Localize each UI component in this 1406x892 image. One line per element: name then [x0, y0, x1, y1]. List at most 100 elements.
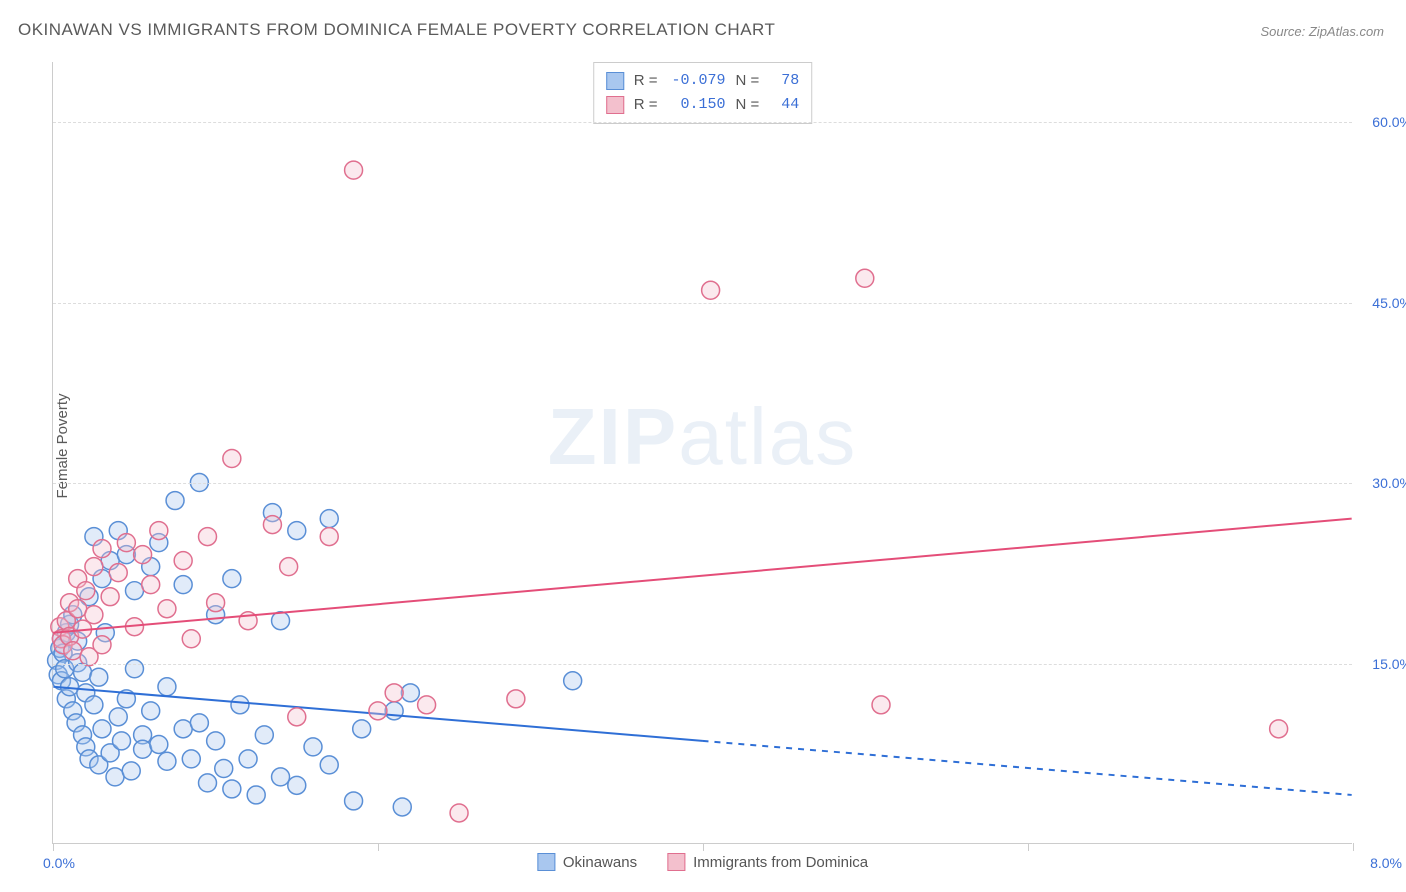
- data-point: [564, 672, 582, 690]
- x-axis-max-label: 8.0%: [1370, 855, 1402, 871]
- data-point: [450, 804, 468, 822]
- source-attribution: Source: ZipAtlas.com: [1260, 24, 1384, 39]
- data-point: [199, 774, 217, 792]
- n-label: N =: [736, 69, 760, 93]
- gridline: [53, 664, 1352, 665]
- data-point: [401, 684, 419, 702]
- data-point: [418, 696, 436, 714]
- data-point: [158, 600, 176, 618]
- y-tick-label: 30.0%: [1357, 475, 1406, 491]
- stats-legend-box: R = -0.079 N = 78 R = 0.150 N = 44: [593, 62, 813, 124]
- data-point: [304, 738, 322, 756]
- legend-label: Okinawans: [563, 854, 637, 871]
- data-point: [231, 696, 249, 714]
- data-point: [272, 768, 290, 786]
- data-point: [117, 534, 135, 552]
- legend-item: Immigrants from Dominica: [667, 853, 868, 871]
- data-point: [182, 630, 200, 648]
- data-point: [223, 570, 241, 588]
- data-point: [702, 281, 720, 299]
- data-point: [182, 750, 200, 768]
- data-point: [101, 588, 119, 606]
- data-point: [288, 522, 306, 540]
- data-point: [85, 558, 103, 576]
- data-point: [507, 690, 525, 708]
- n-value: 44: [769, 93, 799, 117]
- legend-swatch: [667, 853, 685, 871]
- trend-line-extrapolated: [703, 741, 1352, 795]
- data-point: [85, 696, 103, 714]
- data-point: [109, 564, 127, 582]
- legend-item: Okinawans: [537, 853, 637, 871]
- r-value: -0.079: [668, 69, 726, 93]
- gridline: [53, 483, 1352, 484]
- data-point: [190, 714, 208, 732]
- y-tick-label: 15.0%: [1357, 656, 1406, 672]
- data-point: [320, 510, 338, 528]
- data-point: [215, 760, 233, 778]
- data-point: [106, 768, 124, 786]
- chart-title: OKINAWAN VS IMMIGRANTS FROM DOMINICA FEM…: [18, 20, 775, 40]
- data-point: [142, 702, 160, 720]
- data-point: [158, 752, 176, 770]
- data-point: [288, 708, 306, 726]
- n-value: 78: [769, 69, 799, 93]
- data-point: [263, 516, 281, 534]
- data-point: [255, 726, 273, 744]
- data-point: [288, 776, 306, 794]
- legend-label: Immigrants from Dominica: [693, 854, 868, 871]
- data-point: [393, 798, 411, 816]
- chart-container: OKINAWAN VS IMMIGRANTS FROM DOMINICA FEM…: [0, 0, 1406, 892]
- x-tick: [1028, 843, 1029, 851]
- data-point: [166, 492, 184, 510]
- y-tick-label: 60.0%: [1357, 114, 1406, 130]
- data-point: [150, 735, 168, 753]
- data-point: [174, 720, 192, 738]
- gridline: [53, 122, 1352, 123]
- stats-row: R = -0.079 N = 78: [606, 69, 800, 93]
- data-point: [158, 678, 176, 696]
- r-label: R =: [634, 69, 658, 93]
- x-tick: [53, 843, 54, 851]
- data-point: [247, 786, 265, 804]
- bottom-legend: Okinawans Immigrants from Dominica: [537, 853, 868, 871]
- x-tick: [703, 843, 704, 851]
- data-point: [64, 642, 82, 660]
- r-label: R =: [634, 93, 658, 117]
- x-axis-min-label: 0.0%: [43, 855, 75, 871]
- r-value: 0.150: [668, 93, 726, 117]
- data-point: [872, 696, 890, 714]
- legend-swatch: [606, 72, 624, 90]
- data-point: [90, 668, 108, 686]
- n-label: N =: [736, 93, 760, 117]
- data-point: [77, 582, 95, 600]
- data-point: [69, 600, 87, 618]
- x-tick: [1353, 843, 1354, 851]
- data-point: [125, 582, 143, 600]
- data-point: [239, 750, 257, 768]
- data-point: [122, 762, 140, 780]
- data-point: [207, 732, 225, 750]
- legend-swatch: [606, 96, 624, 114]
- data-point: [174, 576, 192, 594]
- data-point: [142, 576, 160, 594]
- y-tick-label: 45.0%: [1357, 295, 1406, 311]
- data-point: [223, 450, 241, 468]
- data-point: [272, 612, 290, 630]
- legend-swatch: [537, 853, 555, 871]
- data-point: [93, 636, 111, 654]
- data-point: [174, 552, 192, 570]
- data-point: [385, 684, 403, 702]
- data-point: [856, 269, 874, 287]
- data-point: [345, 161, 363, 179]
- data-point: [134, 740, 152, 758]
- x-tick: [378, 843, 379, 851]
- data-point: [113, 732, 131, 750]
- data-point: [93, 540, 111, 558]
- chart-svg: [53, 62, 1352, 843]
- stats-row: R = 0.150 N = 44: [606, 93, 800, 117]
- data-point: [280, 558, 298, 576]
- data-point: [150, 522, 168, 540]
- data-point: [345, 792, 363, 810]
- data-point: [207, 594, 225, 612]
